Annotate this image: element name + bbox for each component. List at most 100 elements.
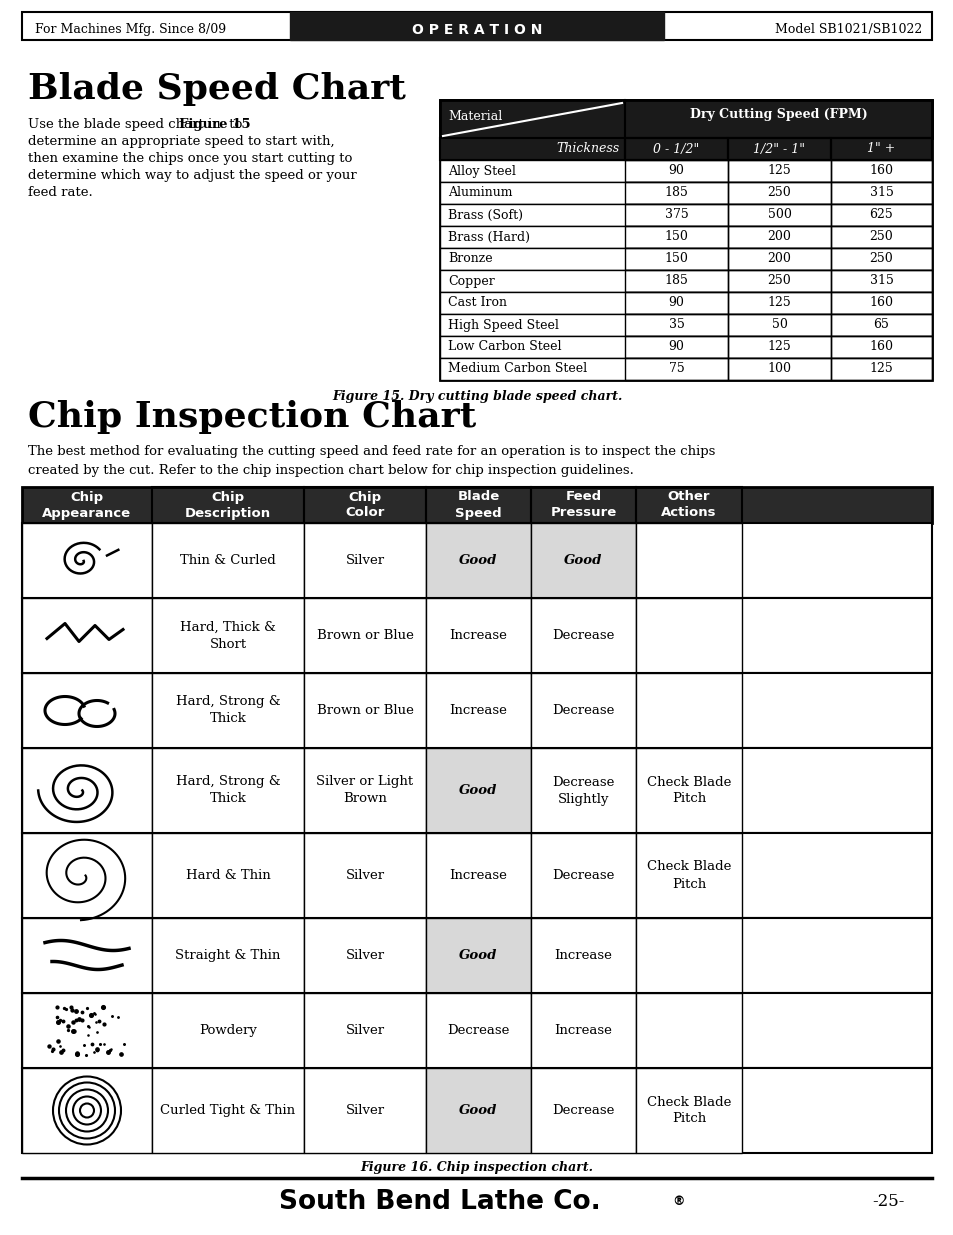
Bar: [152, 1068, 304, 1153]
Text: 50: 50: [771, 319, 786, 331]
Bar: [304, 832, 426, 918]
Bar: [531, 993, 636, 1068]
Text: Aluminum: Aluminum: [448, 186, 512, 200]
Bar: [22, 748, 931, 832]
Bar: [152, 918, 304, 993]
Text: Model SB1021/SB1022: Model SB1021/SB1022: [774, 23, 921, 37]
Text: 150: 150: [664, 231, 688, 243]
Bar: [636, 522, 741, 598]
Bar: [22, 673, 931, 748]
Text: Silver: Silver: [345, 1104, 384, 1116]
Text: Chip
Color: Chip Color: [345, 490, 384, 520]
Text: Increase: Increase: [449, 869, 507, 882]
Text: Use the blade speed chart in: Use the blade speed chart in: [28, 119, 225, 131]
Text: Figure 15. Dry cutting blade speed chart.: Figure 15. Dry cutting blade speed chart…: [332, 390, 621, 403]
Bar: [439, 138, 931, 161]
Text: The best method for evaluating the cutting speed and feed rate for an operation : The best method for evaluating the cutti…: [28, 445, 715, 477]
Text: Other
Actions: Other Actions: [660, 490, 716, 520]
Text: Hard, Strong &
Thick: Hard, Strong & Thick: [175, 776, 280, 805]
Bar: [531, 522, 636, 598]
Text: Increase: Increase: [554, 948, 612, 962]
Text: 90: 90: [668, 341, 683, 353]
Text: Check Blade
Pitch: Check Blade Pitch: [646, 1095, 730, 1125]
Bar: [22, 993, 931, 1068]
Text: 125: 125: [767, 296, 791, 310]
Text: 1" +: 1" +: [866, 142, 895, 156]
Text: 250: 250: [767, 186, 791, 200]
Text: Copper: Copper: [448, 274, 495, 288]
Bar: [22, 1068, 931, 1153]
Text: Good: Good: [458, 1104, 497, 1116]
Bar: [636, 832, 741, 918]
Bar: [439, 226, 931, 248]
Bar: [439, 314, 931, 336]
Text: Decrease: Decrease: [552, 869, 614, 882]
Bar: [439, 161, 931, 182]
Bar: [304, 748, 426, 832]
Bar: [624, 138, 727, 161]
Text: -25-: -25-: [872, 1193, 904, 1210]
Bar: [152, 487, 304, 522]
Bar: [439, 100, 931, 138]
Bar: [727, 248, 830, 270]
Text: Good: Good: [458, 555, 497, 567]
Bar: [439, 182, 931, 204]
Bar: [22, 673, 152, 748]
Bar: [304, 522, 426, 598]
Text: Straight & Thin: Straight & Thin: [175, 948, 280, 962]
Text: 375: 375: [664, 209, 688, 221]
Bar: [152, 673, 304, 748]
Text: Figure 15: Figure 15: [178, 119, 250, 131]
Bar: [830, 291, 931, 314]
Bar: [830, 226, 931, 248]
Bar: [426, 487, 531, 522]
Text: Bronze: Bronze: [448, 252, 492, 266]
Text: Figure 16. Chip inspection chart.: Figure 16. Chip inspection chart.: [360, 1161, 593, 1174]
Bar: [426, 832, 531, 918]
Bar: [830, 270, 931, 291]
Bar: [152, 598, 304, 673]
Text: Silver: Silver: [345, 869, 384, 882]
Bar: [304, 598, 426, 673]
Bar: [624, 204, 727, 226]
Bar: [624, 182, 727, 204]
Bar: [636, 748, 741, 832]
Text: Decrease
Slightly: Decrease Slightly: [552, 776, 614, 805]
Text: 500: 500: [767, 209, 791, 221]
Text: Check Blade
Pitch: Check Blade Pitch: [646, 861, 730, 890]
Bar: [426, 918, 531, 993]
Bar: [304, 1068, 426, 1153]
Bar: [727, 358, 830, 380]
Text: 160: 160: [868, 164, 893, 178]
Text: Chip
Appearance: Chip Appearance: [42, 490, 132, 520]
Bar: [727, 336, 830, 358]
Bar: [727, 204, 830, 226]
Bar: [636, 598, 741, 673]
Text: Powdery: Powdery: [199, 1024, 256, 1037]
Text: Chip
Description: Chip Description: [185, 490, 271, 520]
Text: Check Blade
Pitch: Check Blade Pitch: [646, 776, 730, 805]
Bar: [624, 314, 727, 336]
Bar: [830, 358, 931, 380]
Bar: [531, 673, 636, 748]
Text: 185: 185: [664, 274, 688, 288]
Text: 125: 125: [767, 164, 791, 178]
Text: 160: 160: [868, 296, 893, 310]
Bar: [624, 248, 727, 270]
Text: 625: 625: [869, 209, 892, 221]
Bar: [439, 138, 931, 161]
Text: Dry Cutting Speed (FPM): Dry Cutting Speed (FPM): [689, 107, 866, 121]
Bar: [426, 1068, 531, 1153]
Bar: [830, 182, 931, 204]
Bar: [624, 161, 727, 182]
Bar: [727, 138, 830, 161]
Bar: [22, 598, 152, 673]
Bar: [426, 993, 531, 1068]
Bar: [439, 336, 931, 358]
Text: Feed
Pressure: Feed Pressure: [550, 490, 616, 520]
Text: High Speed Steel: High Speed Steel: [448, 319, 558, 331]
Text: Alloy Steel: Alloy Steel: [448, 164, 516, 178]
Bar: [636, 993, 741, 1068]
Bar: [531, 598, 636, 673]
Text: Decrease: Decrease: [447, 1024, 509, 1037]
